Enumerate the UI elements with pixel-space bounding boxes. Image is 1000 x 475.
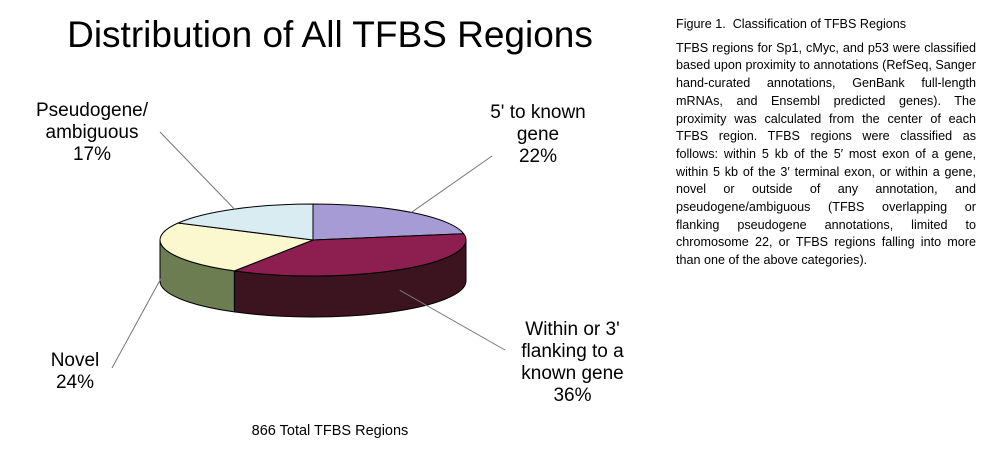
leader-line-0: [411, 155, 493, 213]
slice-label-5prime: 5' to known gene 22%: [490, 102, 586, 167]
pie-slice-2: [159, 222, 314, 272]
slice-label-pseudogene: Pseudogene/ ambiguous 17%: [36, 100, 148, 165]
leader-line-3: [159, 131, 235, 210]
caption-body: TFBS regions for Sp1, cMyc, and p53 were…: [676, 40, 976, 268]
chart-title: Distribution of All TFBS Regions: [67, 14, 593, 55]
leader-lines: [111, 131, 506, 369]
figure-caption: Figure 1. Classification of TFBS Regions…: [676, 16, 976, 270]
pie-chart: [111, 131, 506, 369]
pie-slice-1: [233, 233, 467, 277]
chart-figure: Distribution of All TFBS Regions 5' to k…: [36, 14, 624, 439]
pie-top-layer: [159, 203, 467, 277]
slice-label-within-3prime: Within or 3' flanking to a known gene 36…: [521, 319, 624, 406]
leader-line-1: [399, 289, 506, 351]
pie-slice-3: [177, 203, 314, 241]
pie-slice-0: [312, 203, 465, 241]
chart-footer: 866 Total TFBS Regions: [251, 423, 409, 439]
leader-line-2: [111, 269, 166, 369]
slice-label-novel: Novel 24%: [50, 350, 100, 393]
caption-heading: Figure 1. Classification of TFBS Regions: [676, 17, 907, 31]
